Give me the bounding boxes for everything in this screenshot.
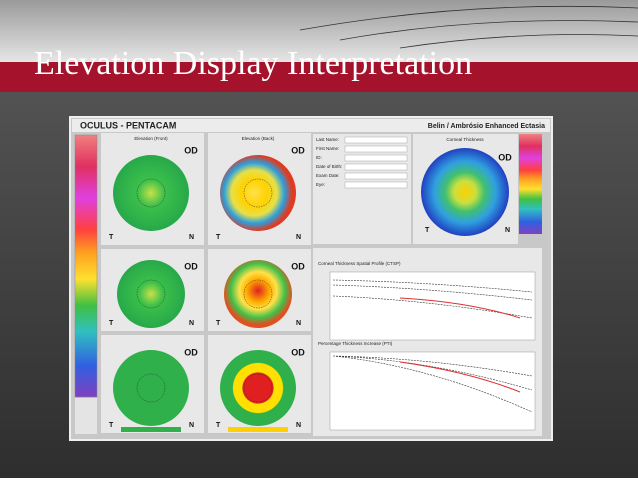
eye-label: OD xyxy=(184,145,198,155)
app-header xyxy=(72,119,550,132)
map-title: Elevation (Front) xyxy=(134,136,168,141)
orientation-label: T xyxy=(216,320,221,327)
decor-lines xyxy=(299,5,638,49)
legend-bar xyxy=(121,427,181,432)
top-band xyxy=(0,0,638,62)
module-name: Belin / Ambrósio Enhanced Ectasia xyxy=(428,123,545,130)
map-ring xyxy=(243,178,273,208)
elevation-map xyxy=(117,260,185,328)
eye-label: OD xyxy=(184,261,198,271)
elevation-map xyxy=(113,155,189,231)
graph-curve-patient xyxy=(399,361,521,393)
orientation-label: T xyxy=(109,320,114,327)
map-ring xyxy=(136,178,166,208)
form-field xyxy=(344,172,408,180)
form-label: Date of Birth: xyxy=(316,164,342,169)
eye-label: OD xyxy=(291,261,305,271)
form-field xyxy=(344,136,408,144)
orientation-label: N xyxy=(189,422,194,429)
orientation-label: N xyxy=(505,227,510,234)
graph-curve-patient xyxy=(399,297,521,319)
map-ring xyxy=(243,373,273,403)
thickness-title: Corneal Thickness xyxy=(446,137,484,142)
map-ring xyxy=(243,279,273,309)
map-ring xyxy=(136,373,166,403)
form-field xyxy=(344,163,408,171)
orientation-label: N xyxy=(189,234,194,241)
orientation-label: N xyxy=(296,422,301,429)
orientation-label: T xyxy=(109,422,114,429)
form-field xyxy=(344,154,408,162)
orientation-label: T xyxy=(216,234,221,241)
thickness-scale xyxy=(519,134,542,234)
form-panel xyxy=(313,134,411,244)
orientation-label: N xyxy=(189,320,194,327)
graph-title: Corneal Thickness Spatial Profile (CTSP) xyxy=(318,261,401,266)
graph-area xyxy=(329,351,536,431)
form-label: ID: xyxy=(316,155,322,160)
slide-title: Elevation Display Interpretation xyxy=(34,45,472,82)
legend-bar xyxy=(228,427,288,432)
form-field xyxy=(344,145,408,153)
form-label: Exam Date: xyxy=(316,173,340,178)
eye-label: OD xyxy=(498,152,512,162)
form-label: Eye: xyxy=(316,182,325,187)
orientation-label: T xyxy=(216,422,221,429)
title-band xyxy=(0,62,638,92)
graph-title: Percentage Thickness Increase (PTI) xyxy=(318,341,393,346)
orientation-label: N xyxy=(296,320,301,327)
thickness-map xyxy=(421,148,509,236)
eye-label: OD xyxy=(291,145,305,155)
elevation-map xyxy=(220,155,296,231)
orientation-label: T xyxy=(109,234,114,241)
elevation-map xyxy=(220,350,296,426)
map-title: Elevation (Back) xyxy=(242,136,275,141)
elevation-map xyxy=(113,350,189,426)
orientation-label: N xyxy=(296,234,301,241)
app-name: OCULUS - PENTACAM xyxy=(80,120,176,130)
graph-area xyxy=(329,271,536,341)
color-scale xyxy=(74,134,98,398)
form-label: First Name: xyxy=(316,146,339,151)
form-field xyxy=(344,181,408,189)
eye-label: OD xyxy=(291,347,305,357)
graph-curves xyxy=(332,355,533,413)
map-ring xyxy=(136,279,166,309)
elevation-map xyxy=(224,260,292,328)
scale-info xyxy=(75,398,97,434)
eye-label: OD xyxy=(184,347,198,357)
form-label: Last Name: xyxy=(316,137,339,142)
orientation-label: T xyxy=(425,227,430,234)
